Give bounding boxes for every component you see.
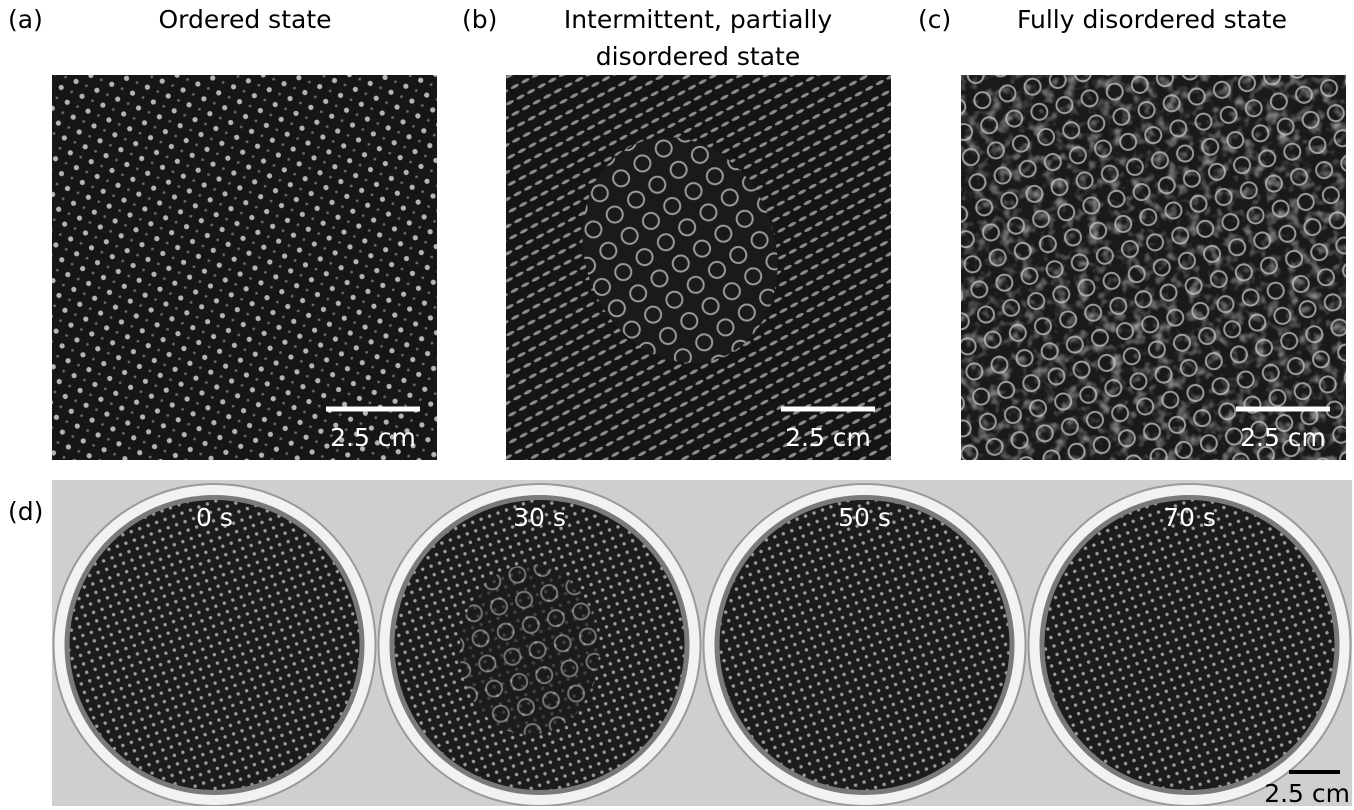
time-label: 30 s [513, 503, 566, 532]
dish-lattice [1045, 500, 1335, 790]
time-label: 70 s [1163, 503, 1216, 532]
panel-b: (b) Intermittent, partially disordered s… [462, 5, 891, 460]
panel-title: Ordered state [158, 5, 331, 34]
panel-d: (d) 0 s 30 s 50 s 70 s 2.5 cm [8, 480, 1352, 806]
panel-title: Fully disordered state [1017, 5, 1287, 34]
image-texture [961, 75, 1346, 460]
scale-label: 2.5 cm [785, 423, 871, 452]
dish-lattice [720, 500, 1010, 790]
panel-title: disordered state [596, 42, 800, 71]
time-label: 0 s [196, 503, 233, 532]
panel-label: (c) [918, 5, 951, 34]
panel-c: (c) Fully disordered state 2.5 cm [918, 5, 1346, 460]
panel-label: (d) [8, 497, 43, 526]
figure: (a) Ordered state 2.5 cm (b) Intermitten… [0, 0, 1354, 806]
image [52, 75, 437, 460]
disordered-region [460, 565, 600, 735]
panel-a: (a) Ordered state 2.5 cm [8, 5, 437, 460]
scale-label: 2.5 cm [1264, 779, 1350, 806]
time-label: 50 s [838, 503, 891, 532]
frame: 50 s [702, 480, 1027, 806]
frame: 0 s [52, 480, 377, 806]
scale-label: 2.5 cm [330, 423, 416, 452]
panel-title: Intermittent, partially [564, 5, 832, 34]
scale-label: 2.5 cm [1240, 423, 1326, 452]
frame: 30 s [377, 480, 702, 806]
dish-lattice [70, 500, 360, 790]
panel-label: (a) [8, 5, 43, 34]
panel-label: (b) [462, 5, 497, 34]
frame: 70 s [1027, 480, 1352, 806]
